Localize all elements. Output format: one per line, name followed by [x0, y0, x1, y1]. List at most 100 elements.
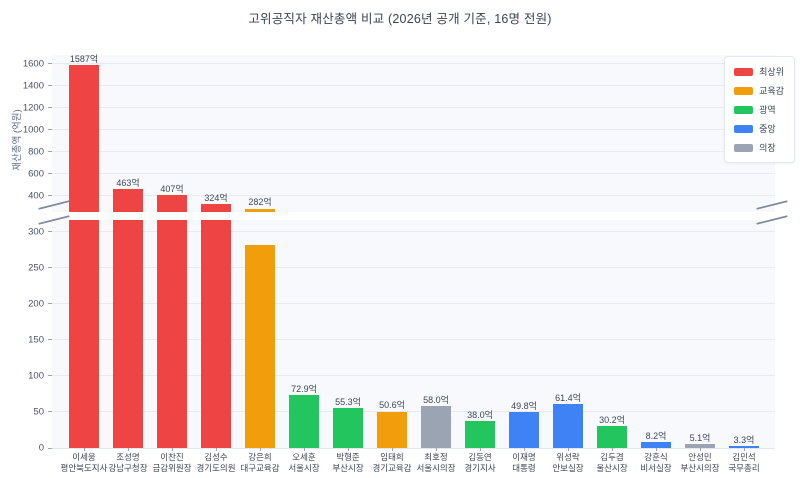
x-tick-label: 김민석 국무총리: [709, 452, 779, 473]
bar-value-label: 324억: [204, 192, 228, 203]
legend-label: 광역: [759, 105, 776, 115]
bar-value-label: 3.3억: [733, 434, 755, 445]
bar: [509, 412, 539, 448]
bar: [289, 395, 319, 448]
chart-title: 고위공직자 재산총액 비교 (2026년 공개 기준, 16명 전원): [248, 12, 552, 26]
bar-value-label: 55.3억: [335, 397, 361, 408]
official-role: 금감위원장: [152, 462, 192, 473]
bar-value-label: 8.2억: [645, 431, 667, 442]
bar: [421, 406, 451, 448]
bar: [113, 220, 143, 448]
bar: [113, 188, 143, 212]
y-tick-mark: [48, 411, 52, 413]
gridline: [52, 266, 775, 268]
official-role: 서울시의장: [416, 462, 456, 473]
y-tick-label: 800: [28, 146, 44, 158]
x-tick-label: 강은희 대구교육감: [225, 452, 295, 473]
x-tick-mark: [259, 448, 261, 451]
gridline: [52, 172, 775, 174]
bar: [465, 420, 495, 448]
bar: [69, 220, 99, 448]
x-tick-mark: [479, 448, 481, 451]
official-role: 안보실장: [552, 462, 584, 473]
y-tick-mark: [48, 63, 52, 65]
y-tick-mark: [48, 195, 52, 197]
bar-value-label: 61.4억: [555, 392, 581, 403]
official-role: 평안북도지사: [60, 462, 108, 473]
y-tick-label: 300: [28, 226, 44, 238]
x-tick-mark: [127, 448, 129, 451]
legend-label: 교육감: [759, 86, 784, 96]
y-tick-label: 100: [28, 370, 44, 382]
official-name: 오세훈: [292, 452, 316, 462]
x-tick-label: 이재명 대통령: [489, 452, 559, 473]
x-tick-label: 박형준 부산시장: [313, 452, 383, 473]
x-tick-mark: [347, 448, 349, 451]
bar: [597, 426, 627, 448]
x-tick-mark: [303, 448, 305, 451]
official-role: 울산시장: [596, 462, 628, 473]
official-name: 이세웅: [72, 452, 96, 462]
official-name: 조성명: [116, 452, 140, 462]
gridline: [52, 194, 775, 196]
bar-value-label: 30.2억: [599, 415, 625, 426]
y-tick-label: 250: [28, 262, 44, 274]
bar: [201, 220, 231, 448]
y-tick-mark: [48, 447, 52, 449]
official-role: 비서실장: [640, 462, 672, 473]
x-tick-label: 김성수 경기도의원: [181, 452, 251, 473]
x-tick-mark: [83, 448, 85, 451]
bar-value-label: 72.9억: [291, 384, 317, 395]
official-role: 강남구청장: [108, 462, 148, 473]
y-tick-mark: [48, 107, 52, 109]
legend-item: 교육감: [734, 84, 784, 97]
official-name: 최호정: [424, 452, 448, 462]
y-tick-mark: [48, 173, 52, 175]
official-role: 국무총리: [728, 462, 760, 473]
bar-value-label: 49.8억: [511, 401, 537, 412]
gridline: [52, 374, 775, 376]
x-tick-label: 이세웅 평안북도지사: [49, 452, 119, 473]
y-tick-mark: [48, 303, 52, 305]
x-tick-label: 김동연 경기지사: [445, 452, 515, 473]
y-tick-mark: [48, 151, 52, 153]
bar-value-label: 407억: [160, 183, 184, 194]
legend-swatch: [734, 105, 754, 114]
legend-swatch: [734, 124, 754, 133]
legend-item: 최상위: [734, 65, 784, 78]
official-name: 이찬진: [160, 452, 184, 462]
bar-value-label: 1587억: [69, 54, 99, 65]
bar: [377, 411, 407, 448]
x-tick-mark: [435, 448, 437, 451]
x-tick-mark: [699, 448, 701, 451]
bar: [685, 444, 715, 448]
x-tick-mark: [523, 448, 525, 451]
official-name: 임태희: [380, 452, 404, 462]
legend-swatch: [734, 86, 754, 95]
gridline: [52, 302, 775, 304]
y-axis-title: 재산총액 (억원): [12, 109, 23, 171]
bar-value-label: 282억: [248, 197, 272, 208]
bar: [201, 203, 231, 212]
chart-bottom-panel: [52, 220, 775, 449]
x-tick-label: 이찬진 금감위원장: [137, 452, 207, 473]
y-tick-label: 150: [28, 334, 44, 346]
x-tick-label: 위성락 안보실장: [533, 452, 603, 473]
official-name: 안성민: [688, 452, 712, 462]
legend-item: 의장: [734, 141, 784, 154]
bar: [157, 220, 187, 448]
legend-label: 최상위: [759, 67, 784, 77]
bar-value-label: 50.6억: [379, 400, 405, 411]
bar: [553, 403, 583, 448]
legend-swatch: [734, 67, 754, 76]
x-tick-mark: [567, 448, 569, 451]
official-name: 김민석: [732, 452, 756, 462]
x-tick-label: 오세훈 서울시장: [269, 452, 339, 473]
legend-label: 중앙: [759, 124, 776, 134]
official-role: 부산시의장: [680, 462, 720, 473]
official-role: 대통령: [512, 462, 536, 473]
official-name: 김두겸: [600, 452, 624, 462]
gridline: [52, 84, 775, 86]
x-tick-mark: [743, 448, 745, 451]
